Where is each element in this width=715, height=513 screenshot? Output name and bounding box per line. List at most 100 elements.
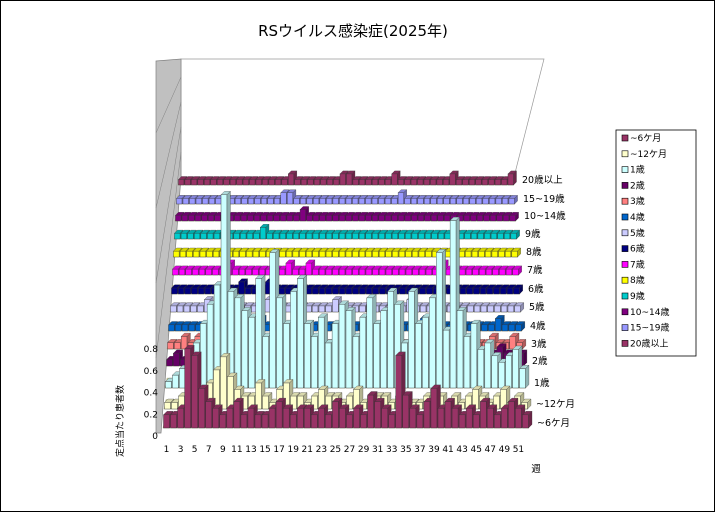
bar-front <box>285 262 292 276</box>
bar-front <box>372 250 379 258</box>
bar-front <box>345 232 352 240</box>
bar-front <box>494 305 501 313</box>
bar-7歳-w52 <box>512 265 523 276</box>
bar-front <box>462 179 469 186</box>
bar-front <box>395 355 403 429</box>
bar-front <box>280 192 287 205</box>
bar-front <box>405 232 412 240</box>
bar-front <box>487 305 494 313</box>
bar-front <box>424 232 431 240</box>
bar-front <box>306 198 313 205</box>
bar-front <box>519 368 526 389</box>
bar-front <box>240 232 247 240</box>
bar-front <box>185 268 192 276</box>
x-tick-label: 45 <box>470 445 481 455</box>
chart-axes: 20歳以上 15~19歳 10~14歳 9歳 8歳 7歳 6歳 5歳 4歳 3歳 2歳 1歳 ~12ケ月… <box>114 174 575 475</box>
bar-front <box>208 198 215 205</box>
bar-front <box>260 215 267 222</box>
bar-front <box>191 355 198 429</box>
bar-20歳以上-w27 <box>346 170 356 186</box>
bar-front <box>173 250 180 258</box>
bar-front <box>183 305 190 313</box>
bar-side <box>525 364 530 389</box>
bar-front <box>397 179 404 186</box>
bar-front <box>492 268 499 276</box>
bar-front <box>339 215 346 222</box>
bar-front <box>254 198 261 205</box>
bar-front <box>206 250 213 258</box>
bar-front <box>240 414 248 429</box>
bar-front <box>311 336 318 389</box>
bar-front <box>281 179 288 186</box>
series-axis-label: 10~14歳 <box>524 210 566 222</box>
bar-front <box>498 362 505 389</box>
bar-front <box>486 287 493 295</box>
bar-front <box>232 250 240 258</box>
bar-front <box>379 268 386 276</box>
bar-5歳-w52 <box>514 302 525 313</box>
bar-front <box>175 324 182 332</box>
bar-front <box>507 305 514 313</box>
x-tick-label: 39 <box>428 445 440 455</box>
legend-swatch <box>621 245 629 252</box>
bar-front <box>499 268 506 276</box>
bar-8歳-w52 <box>511 247 522 258</box>
bar-side <box>515 211 519 222</box>
bar-front <box>171 402 178 410</box>
bar-front <box>213 250 220 258</box>
bar-front <box>241 198 248 205</box>
bar-front <box>173 353 180 367</box>
bar-front <box>359 179 366 186</box>
bar-front <box>260 227 267 240</box>
bar-front <box>166 359 173 367</box>
legend-entry: ~6ケ月 <box>630 133 661 144</box>
legend-entry: 15~19歳 <box>630 322 669 334</box>
legend-swatch <box>621 308 629 316</box>
bar-front <box>497 232 504 240</box>
bar-front <box>306 232 313 240</box>
bar-front <box>360 414 367 429</box>
bar-front <box>465 268 473 276</box>
legend-swatch <box>621 197 629 205</box>
bar-front <box>339 287 346 295</box>
bar-front <box>391 232 399 240</box>
bar-front <box>177 408 184 429</box>
bar-front <box>372 268 379 276</box>
bar-front <box>402 394 410 429</box>
bar-front <box>481 179 488 186</box>
bar-side <box>519 284 523 295</box>
bar-front <box>236 179 243 186</box>
bar-front <box>249 179 256 186</box>
bar-front <box>184 179 191 186</box>
bar-front <box>274 198 281 205</box>
bar-side <box>513 170 517 186</box>
bar-front <box>167 342 174 350</box>
bar-front <box>332 215 339 222</box>
bar-side <box>523 349 528 367</box>
side-gridline <box>155 151 182 359</box>
bar-front <box>212 408 220 429</box>
bar-front <box>496 215 503 222</box>
bar-front <box>352 179 359 186</box>
bar-front <box>405 250 412 258</box>
bar-front <box>352 336 360 389</box>
bar-front <box>411 215 418 222</box>
bar-front <box>358 215 365 222</box>
bar-front <box>198 287 205 295</box>
bar-front <box>430 179 437 186</box>
bar-front <box>522 414 529 429</box>
bar-front <box>299 209 306 222</box>
legend-entry: 10~14歳 <box>630 306 669 318</box>
bar-front <box>220 356 227 410</box>
bar-front <box>283 323 290 389</box>
bar-front <box>279 250 286 258</box>
bar-front <box>485 250 492 258</box>
legend-swatch <box>621 229 629 237</box>
x-tick-label: 13 <box>245 445 256 455</box>
bar-front <box>239 250 246 258</box>
bar-front <box>378 179 385 186</box>
bar-front <box>247 215 254 222</box>
bar-front <box>417 179 424 186</box>
bar-front <box>194 232 201 240</box>
bar-front <box>275 401 283 429</box>
